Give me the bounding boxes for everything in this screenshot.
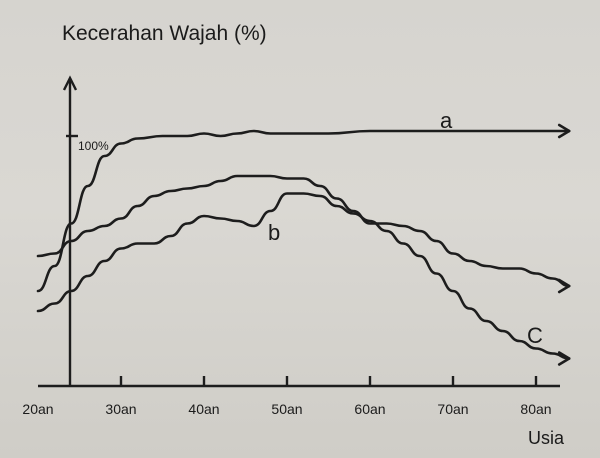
series-line-b — [36, 174, 571, 288]
series-layer: a b C — [36, 108, 571, 366]
y-reference-label: 100% — [78, 139, 109, 153]
series-arrow-a — [557, 123, 571, 139]
x-axis-label: Usia — [528, 428, 565, 448]
x-tick-label: 40an — [188, 401, 219, 417]
series-arrow-b — [557, 278, 571, 294]
chart-title: Kecerahan Wajah (%) — [62, 22, 267, 45]
x-tick-label: 50an — [271, 401, 302, 417]
axes — [38, 75, 560, 388]
x-tick-label: 60an — [354, 401, 385, 417]
series-line-a — [36, 129, 571, 293]
x-ticks: 20an 30an 40an 50an 60an 70an 80an — [22, 376, 552, 417]
series-arrow-c — [557, 351, 571, 366]
x-tick-label: 20an — [22, 401, 53, 417]
series-label-c: C — [527, 323, 543, 348]
series-label-a: a — [440, 108, 453, 133]
x-tick-label: 70an — [437, 401, 468, 417]
x-tick-label: 80an — [520, 401, 551, 417]
series-label-b: b — [268, 220, 280, 245]
x-tick-label: 30an — [105, 401, 136, 417]
series-line-c — [36, 192, 571, 360]
y-axis-arrow — [62, 75, 78, 91]
